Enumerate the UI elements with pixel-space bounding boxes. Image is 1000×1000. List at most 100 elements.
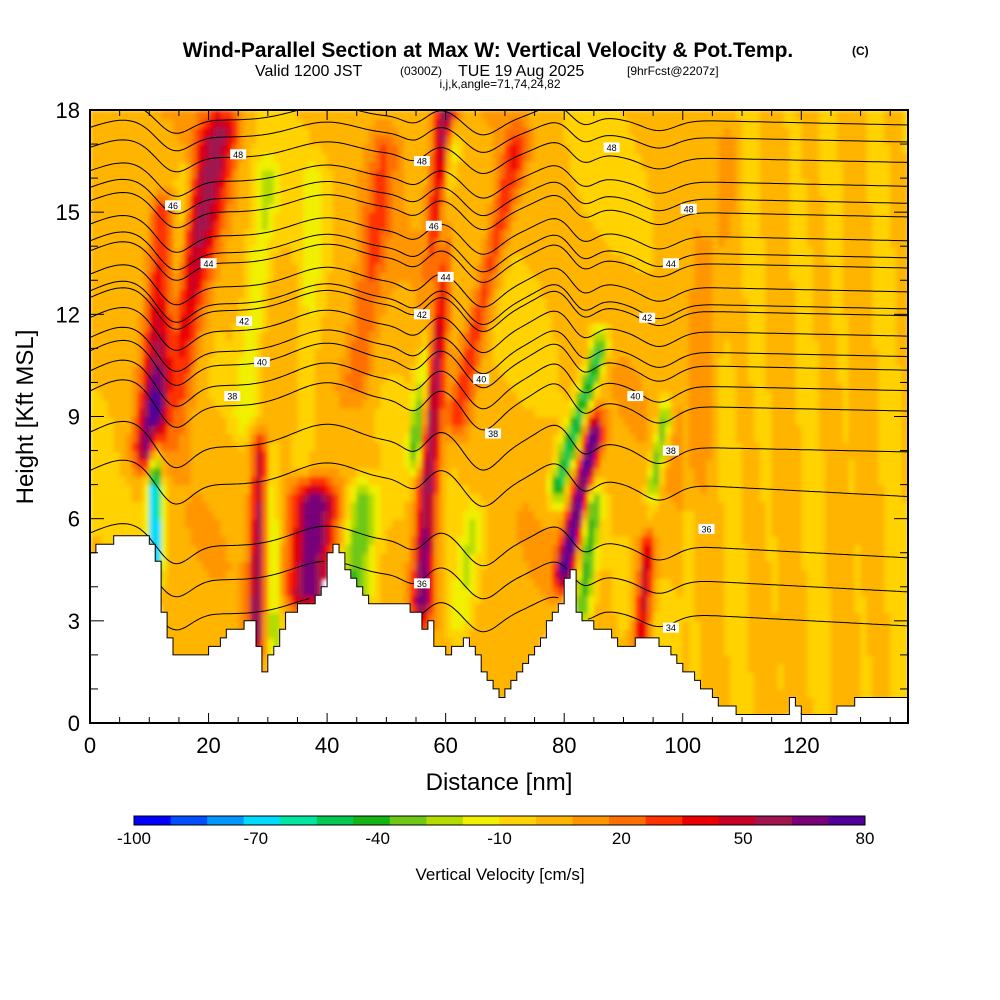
velocity-cell (380, 476, 388, 486)
velocity-cell (315, 373, 322, 384)
velocity-cell (315, 365, 322, 375)
velocity-cell (421, 297, 429, 307)
velocity-cell (522, 501, 530, 511)
velocity-cell (232, 161, 239, 171)
velocity-cell (161, 297, 168, 307)
velocity-cell (457, 493, 465, 503)
velocity-cell (167, 408, 174, 418)
velocity-cell (321, 246, 328, 256)
velocity-cell (167, 544, 174, 554)
velocity-cell (285, 535, 293, 545)
velocity-cell (404, 382, 411, 392)
velocity-cell (416, 552, 423, 562)
velocity-cell (350, 297, 358, 307)
velocity-cell (404, 322, 411, 333)
velocity-cell (95, 373, 103, 384)
velocity-cell (321, 178, 328, 188)
velocity-cell (279, 450, 287, 460)
velocity-cell (374, 178, 382, 188)
velocity-cell (558, 203, 565, 213)
velocity-cell (481, 510, 488, 520)
velocity-cell (433, 535, 441, 545)
velocity-cell (214, 416, 222, 426)
velocity-cell (528, 399, 536, 409)
velocity-cell (522, 382, 530, 392)
velocity-cell (190, 620, 198, 631)
velocity-cell (95, 331, 103, 341)
velocity-cell (309, 535, 316, 545)
velocity-cell (344, 561, 352, 571)
velocity-cell (184, 118, 192, 128)
velocity-cell (155, 476, 162, 486)
velocity-cell (427, 467, 435, 477)
velocity-cell (315, 152, 322, 162)
velocity-cell (540, 391, 548, 401)
velocity-cell (451, 135, 459, 145)
velocity-cell (202, 161, 210, 171)
velocity-cell (90, 450, 97, 460)
velocity-cell (95, 510, 103, 520)
velocity-cell (113, 382, 121, 392)
velocity-cell (173, 127, 180, 137)
velocity-cell (101, 493, 109, 503)
velocity-cell (309, 169, 316, 179)
velocity-cell (433, 152, 441, 162)
velocity-cell (267, 467, 275, 477)
velocity-cell (504, 348, 512, 358)
velocity-cell (161, 169, 168, 179)
velocity-cell (90, 518, 97, 528)
velocity-cell (534, 561, 542, 571)
velocity-cell (552, 569, 559, 580)
velocity-cell (344, 254, 352, 264)
velocity-cell (410, 152, 417, 162)
velocity-cell (457, 416, 465, 426)
velocity-cell (386, 561, 394, 571)
velocity-cell (350, 314, 358, 324)
velocity-cell (285, 339, 293, 350)
velocity-cell (178, 280, 186, 290)
velocity-cell (487, 161, 494, 171)
velocity-cell (522, 527, 530, 537)
velocity-cell (267, 535, 275, 545)
velocity-cell (273, 314, 281, 324)
velocity-cell (356, 450, 364, 460)
velocity-cell (125, 127, 133, 137)
velocity-cell (101, 229, 109, 239)
velocity-cell (125, 408, 133, 418)
velocity-cell (297, 263, 305, 273)
velocity-cell (380, 416, 388, 426)
velocity-cell (528, 246, 536, 256)
velocity-cell (499, 348, 506, 358)
velocity-cell (309, 365, 316, 375)
velocity-cell (469, 229, 477, 239)
velocity-cell (131, 518, 139, 528)
velocity-cell (167, 297, 174, 307)
velocity-cell (499, 459, 506, 469)
velocity-cell (540, 305, 548, 316)
velocity-cell (362, 169, 370, 179)
velocity-cell (333, 314, 340, 324)
velocity-cell (356, 425, 364, 435)
velocity-cell (238, 331, 245, 341)
velocity-cell (421, 493, 429, 503)
velocity-cell (493, 186, 500, 196)
velocity-cell (327, 178, 334, 188)
velocity-cell (499, 382, 506, 392)
velocity-cell (101, 373, 109, 384)
velocity-cell (327, 484, 334, 494)
velocity-cell (469, 595, 477, 605)
velocity-cell (244, 459, 251, 469)
velocity-cell (161, 339, 168, 350)
velocity-cell (457, 322, 465, 333)
velocity-cell (362, 467, 370, 477)
velocity-cell (244, 595, 251, 605)
velocity-cell (196, 399, 204, 409)
velocity-cell (427, 195, 435, 205)
velocity-cell (469, 348, 477, 358)
velocity-cell (570, 229, 577, 239)
velocity-cell (173, 169, 180, 179)
velocity-cell (291, 476, 299, 486)
velocity-cell (564, 280, 571, 290)
velocity-cell (534, 288, 542, 299)
velocity-cell (101, 399, 109, 409)
